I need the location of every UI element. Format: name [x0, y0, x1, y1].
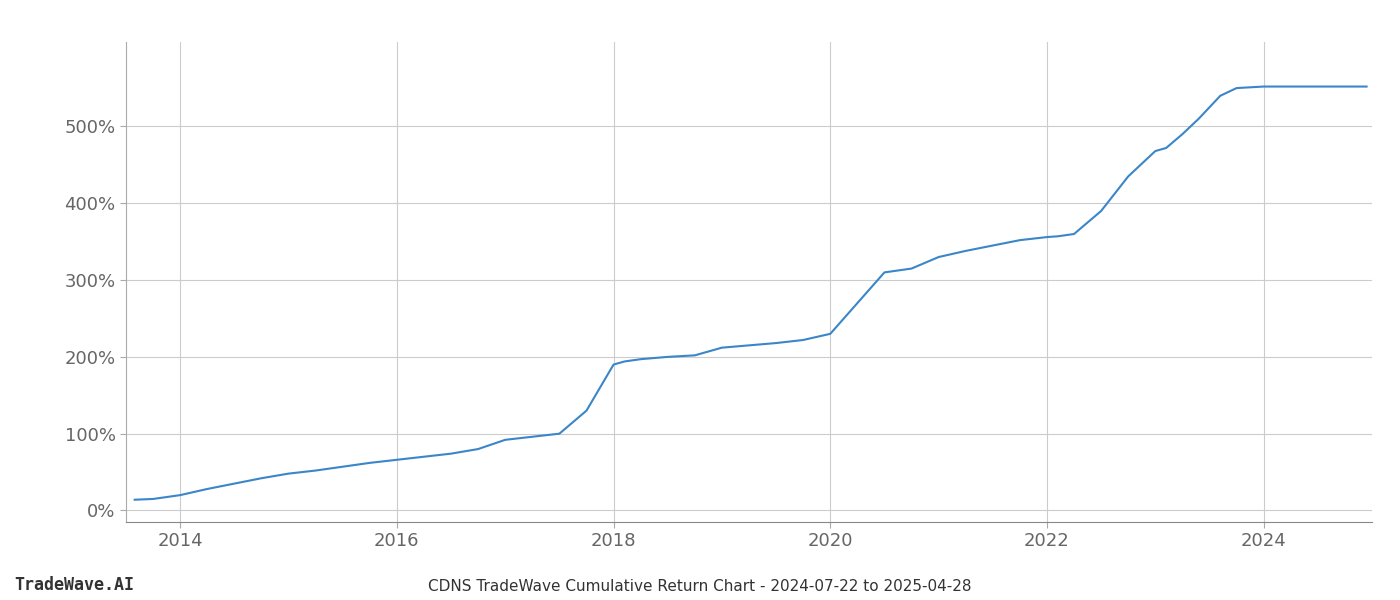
Text: TradeWave.AI: TradeWave.AI: [14, 576, 134, 594]
Text: CDNS TradeWave Cumulative Return Chart - 2024-07-22 to 2025-04-28: CDNS TradeWave Cumulative Return Chart -…: [428, 579, 972, 594]
